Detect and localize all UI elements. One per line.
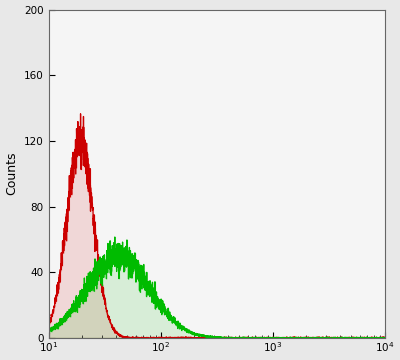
Y-axis label: Counts: Counts	[6, 152, 18, 195]
